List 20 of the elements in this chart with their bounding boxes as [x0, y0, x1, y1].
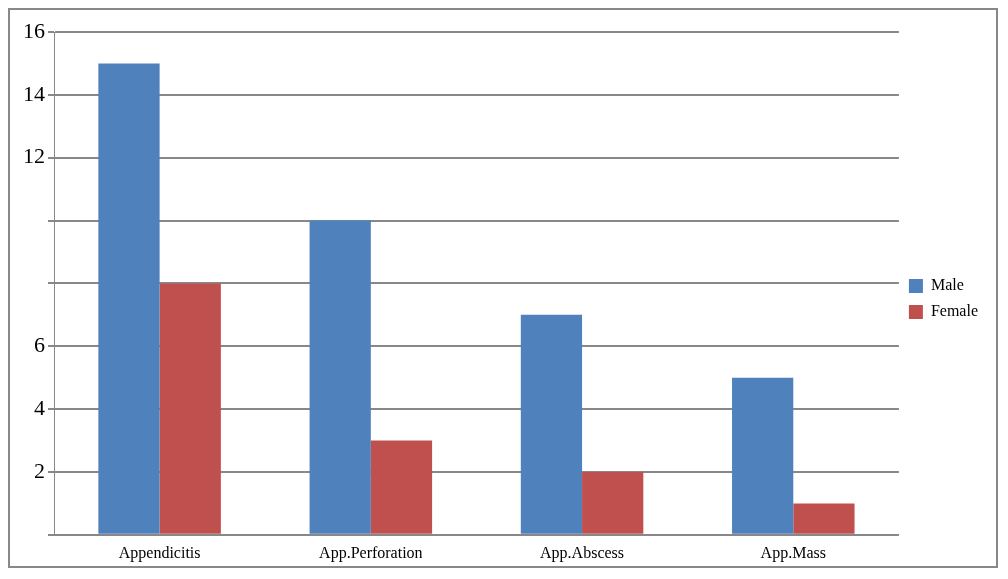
legend-label: Female — [930, 302, 978, 320]
x-tick-label: App.Abscess — [540, 543, 625, 562]
legend-label: Male — [930, 276, 964, 294]
y-tick-label: 6 — [34, 332, 45, 358]
x-tick-label: Appendicitis — [118, 543, 201, 562]
bar — [309, 220, 371, 534]
y-tick-label: 14 — [23, 80, 45, 106]
bar — [98, 63, 160, 534]
bar — [520, 314, 583, 534]
bar — [582, 471, 644, 534]
bar — [793, 503, 855, 534]
y-tick-label: 16 — [23, 17, 45, 43]
y-tick-label: 4 — [34, 394, 45, 420]
x-tick-label: App.Perforation — [319, 543, 423, 562]
x-tick-label: App.Mass — [760, 543, 826, 562]
bar — [732, 377, 794, 534]
y-tick-label: 12 — [23, 143, 45, 169]
bar — [370, 440, 433, 534]
bar — [159, 283, 221, 534]
y-tick-label: 2 — [34, 457, 45, 483]
